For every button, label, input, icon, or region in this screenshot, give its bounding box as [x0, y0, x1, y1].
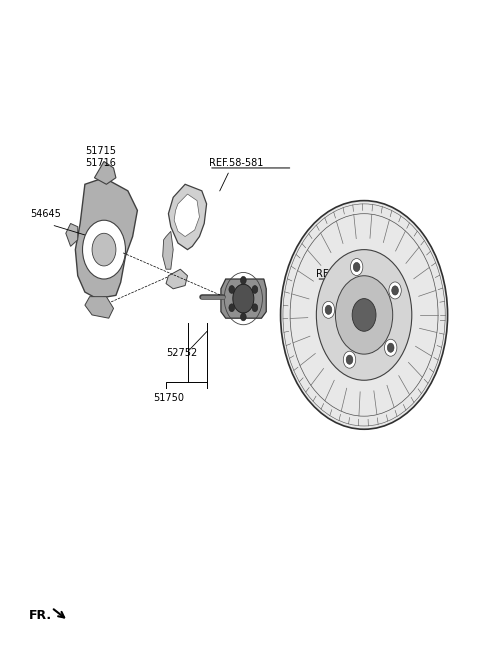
Text: 51715
51716: 51715 51716 [85, 146, 116, 168]
Polygon shape [166, 269, 188, 289]
Circle shape [316, 250, 412, 380]
Circle shape [233, 284, 254, 313]
Polygon shape [221, 279, 266, 318]
Polygon shape [85, 297, 114, 318]
Polygon shape [168, 184, 206, 250]
Circle shape [350, 258, 363, 276]
Text: FR.: FR. [29, 609, 52, 622]
Polygon shape [163, 232, 173, 269]
Circle shape [392, 286, 398, 295]
Text: 54645: 54645 [30, 209, 61, 218]
Circle shape [252, 285, 258, 293]
Polygon shape [174, 194, 199, 237]
Circle shape [343, 351, 356, 368]
Circle shape [252, 304, 258, 312]
Circle shape [281, 201, 447, 429]
Polygon shape [95, 161, 116, 184]
Circle shape [229, 285, 235, 293]
Circle shape [83, 220, 125, 279]
Circle shape [322, 301, 335, 318]
Polygon shape [75, 178, 137, 298]
Circle shape [346, 355, 353, 364]
Circle shape [384, 339, 397, 356]
Polygon shape [66, 224, 78, 247]
Circle shape [352, 298, 376, 331]
Circle shape [353, 262, 360, 272]
Text: 51750: 51750 [153, 394, 184, 403]
Circle shape [387, 343, 394, 352]
Circle shape [325, 305, 332, 314]
Circle shape [229, 304, 235, 312]
Circle shape [240, 276, 246, 284]
Circle shape [389, 282, 401, 299]
Text: REF.58-581: REF.58-581 [209, 158, 264, 168]
Circle shape [336, 276, 393, 354]
Text: 52752: 52752 [166, 348, 197, 358]
Circle shape [240, 313, 246, 321]
Text: REF.58-581: REF.58-581 [316, 269, 371, 279]
Circle shape [92, 234, 116, 266]
